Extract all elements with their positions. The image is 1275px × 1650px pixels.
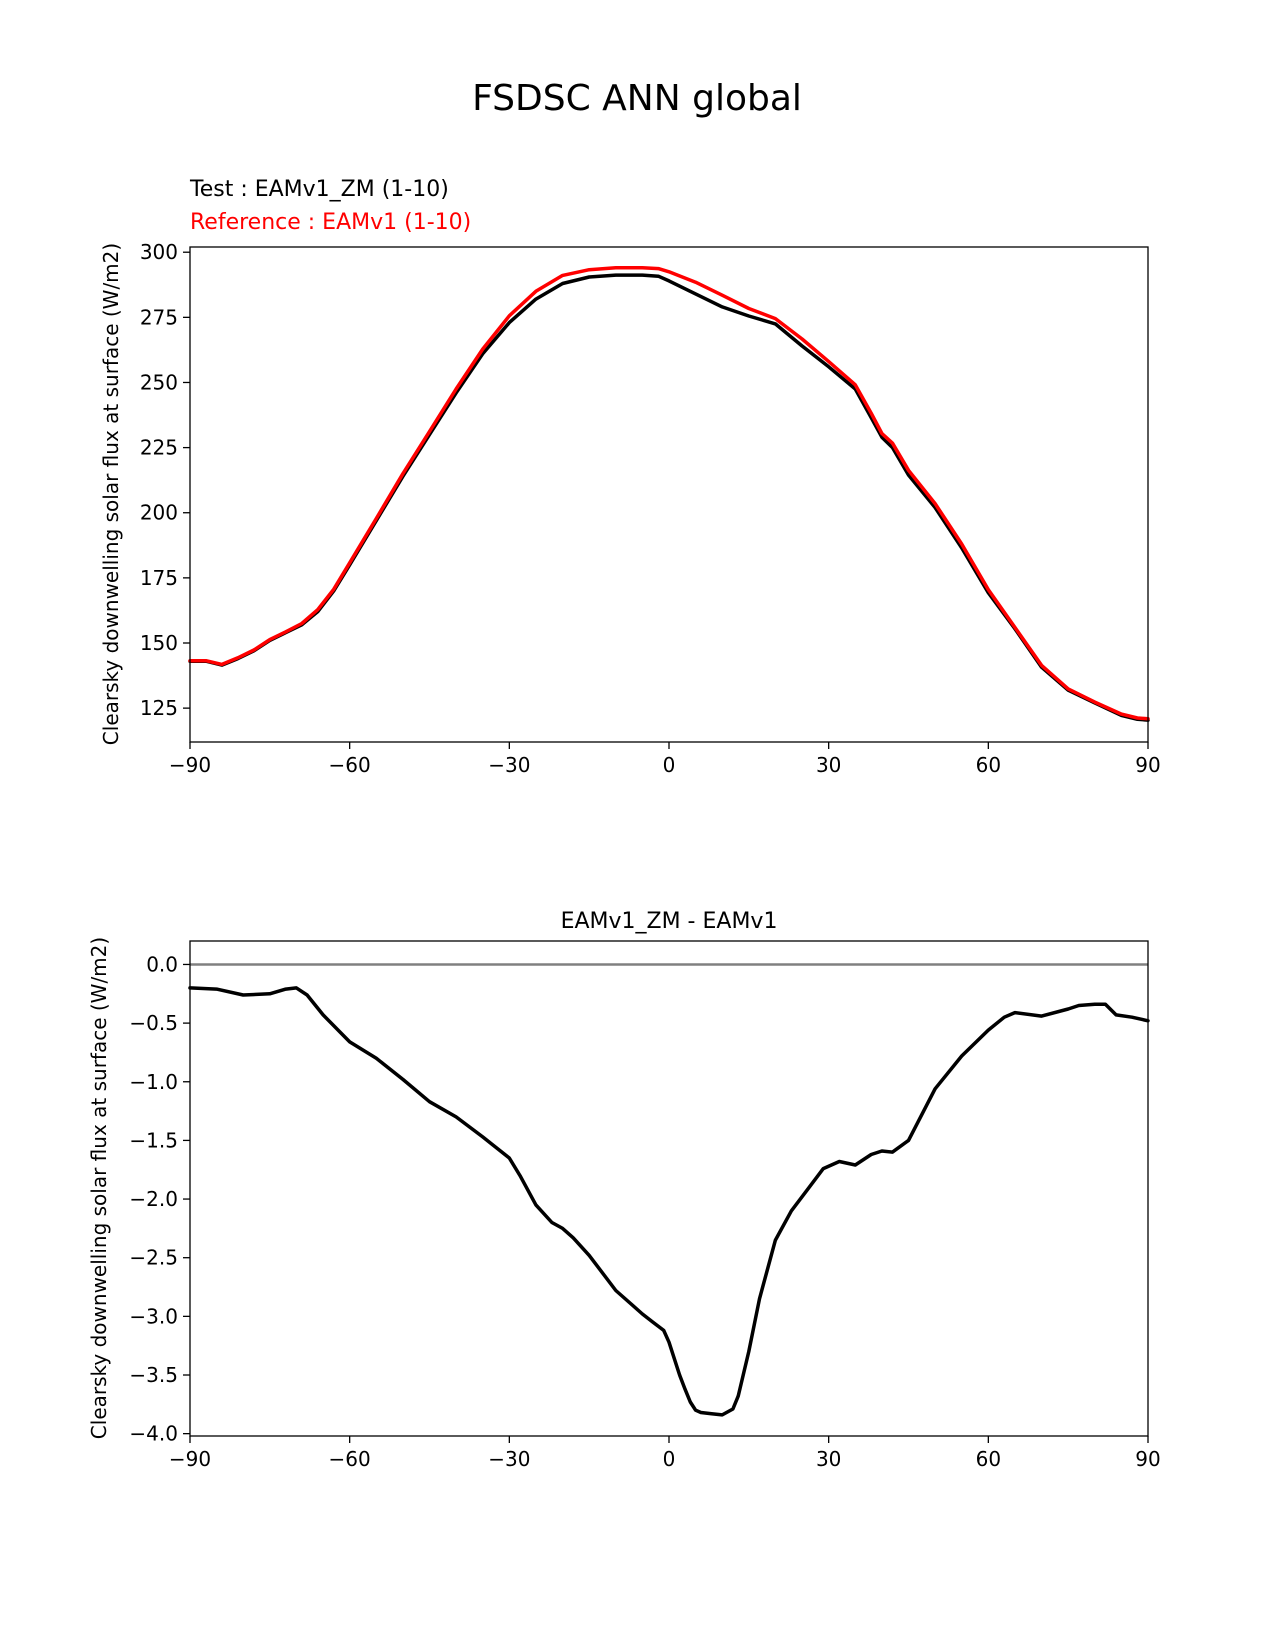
bottom-y-tick-label: −3.0 <box>129 1304 178 1328</box>
top-panel-ticks: −90 −60 −30 0 30 60 90 125 150 175 200 225 250 275 300 <box>140 240 1161 777</box>
top-x-tick-label: 30 <box>816 753 841 777</box>
bottom-x-tick-label: −60 <box>329 1447 371 1471</box>
bottom-panel-frame <box>189 940 1149 1437</box>
bottom-y-tick-label: −1.0 <box>129 1070 178 1094</box>
top-y-tick-label: 275 <box>140 305 178 329</box>
top-y-tick-label: 125 <box>140 696 178 720</box>
bottom-x-tick-label: −30 <box>488 1447 530 1471</box>
top-x-tick-label: −90 <box>169 753 211 777</box>
bottom-series-difference <box>188 986 1150 1417</box>
test-label: Test : EAMv1_ZM (1-10) <box>189 177 449 202</box>
top-x-tick-label: 60 <box>976 753 1001 777</box>
bottom-panel-ticks: −90 −60 −30 0 30 60 90 −4.0 −3.5 −3.0 −2.5 −2.0 −1.5… <box>129 952 1160 1471</box>
bottom-y-tick-label: −1.5 <box>129 1128 178 1152</box>
top-x-tick-label: 0 <box>663 753 676 777</box>
bottom-panel: EAMv1_ZM - EAMv1 Clearsky downwelling so… <box>87 909 1161 1471</box>
top-y-tick-label: 200 <box>140 501 178 525</box>
bottom-y-tick-label: −2.5 <box>129 1246 178 1270</box>
top-x-tick-label: −30 <box>488 753 530 777</box>
top-series-test <box>188 273 1150 722</box>
top-x-tick-label: 90 <box>1135 753 1160 777</box>
bottom-y-tick-label: 0.0 <box>146 952 178 976</box>
bottom-x-tick-label: 60 <box>976 1447 1001 1471</box>
bottom-x-tick-label: 90 <box>1135 1447 1160 1471</box>
bottom-panel-ylabel: Clearsky downwelling solar flux at surfa… <box>87 937 111 1439</box>
bottom-x-tick-label: −90 <box>169 1447 211 1471</box>
top-y-tick-label: 225 <box>140 436 178 460</box>
top-panel-lines <box>188 266 1150 722</box>
top-y-tick-label: 250 <box>140 370 178 394</box>
bottom-panel-lines <box>188 963 1150 1417</box>
bottom-x-tick-label: 30 <box>816 1447 841 1471</box>
bottom-y-tick-label: −0.5 <box>129 1011 178 1035</box>
top-panel-ylabel: Clearsky downwelling solar flux at surfa… <box>99 243 123 745</box>
top-y-tick-label: 175 <box>140 566 178 590</box>
top-y-tick-label: 150 <box>140 631 178 655</box>
reference-label: Reference : EAMv1 (1-10) <box>190 210 471 235</box>
top-panel-frame <box>189 246 1149 743</box>
bottom-y-tick-label: −4.0 <box>129 1422 178 1446</box>
bottom-y-tick-label: −2.0 <box>129 1187 178 1211</box>
figure-title: FSDSC ANN global <box>472 78 802 119</box>
top-series-reference <box>188 266 1150 721</box>
top-x-tick-label: −60 <box>329 753 371 777</box>
bottom-y-tick-label: −3.5 <box>129 1363 178 1387</box>
bottom-x-tick-label: 0 <box>663 1447 676 1471</box>
top-panel: Test : EAMv1_ZM (1-10) Reference : EAMv1… <box>99 177 1161 777</box>
bottom-panel-title: EAMv1_ZM - EAMv1 <box>561 909 778 934</box>
top-y-tick-label: 300 <box>140 240 178 264</box>
